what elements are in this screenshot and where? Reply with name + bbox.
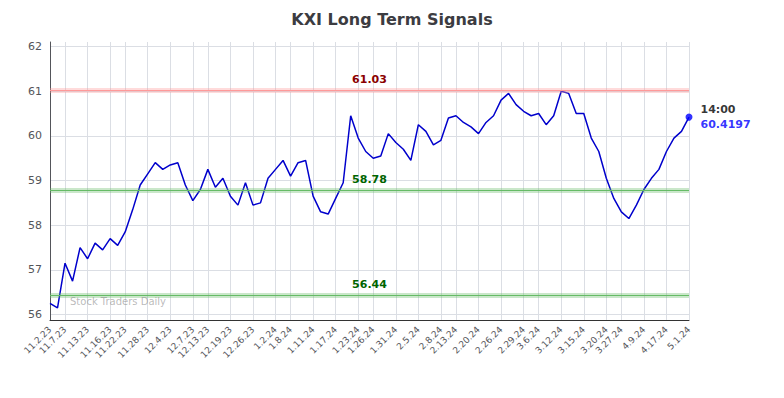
svg-text:58: 58 <box>28 219 42 232</box>
svg-text:11.2.23: 11.2.23 <box>22 324 54 356</box>
svg-text:60: 60 <box>28 129 42 142</box>
svg-text:11.22.23: 11.22.23 <box>93 324 129 360</box>
svg-text:2.20.24: 2.20.24 <box>450 324 482 356</box>
svg-text:5.1.24: 5.1.24 <box>665 324 692 351</box>
svg-text:1.11.24: 1.11.24 <box>285 324 317 356</box>
svg-text:59: 59 <box>28 174 42 187</box>
svg-text:2.13.24: 2.13.24 <box>428 324 460 356</box>
svg-text:1.23.24: 1.23.24 <box>330 324 362 356</box>
svg-text:3.15.24: 3.15.24 <box>556 324 588 356</box>
svg-text:3.20.24: 3.20.24 <box>578 324 610 356</box>
svg-text:3.27.24: 3.27.24 <box>594 324 626 356</box>
svg-text:61.03: 61.03 <box>352 73 387 86</box>
svg-text:12.7.23: 12.7.23 <box>165 324 197 356</box>
svg-text:56: 56 <box>28 308 42 321</box>
svg-text:61: 61 <box>28 85 42 98</box>
svg-text:14:00: 14:00 <box>701 103 736 116</box>
svg-text:60.4197: 60.4197 <box>701 118 751 131</box>
svg-text:56.44: 56.44 <box>352 278 387 291</box>
svg-text:2.5.24: 2.5.24 <box>395 324 422 351</box>
svg-text:11.16.23: 11.16.23 <box>78 324 114 360</box>
svg-text:12.4.23: 12.4.23 <box>142 324 174 356</box>
svg-text:11.7.23: 11.7.23 <box>37 324 69 356</box>
svg-text:12.13.23: 12.13.23 <box>176 324 212 360</box>
svg-text:62: 62 <box>28 40 42 53</box>
svg-text:3.6.24: 3.6.24 <box>514 324 543 352</box>
svg-text:KXI Long Term Signals: KXI Long Term Signals <box>291 10 492 29</box>
svg-text:4.9.24: 4.9.24 <box>620 324 648 352</box>
svg-text:58.78: 58.78 <box>352 173 387 186</box>
svg-text:4.17.24: 4.17.24 <box>639 324 671 356</box>
svg-text:1.26.24: 1.26.24 <box>345 324 377 356</box>
svg-text:12.19.23: 12.19.23 <box>198 324 234 360</box>
svg-text:2.26.24: 2.26.24 <box>473 324 505 356</box>
svg-text:11.28.23: 11.28.23 <box>116 324 151 359</box>
svg-text:1.17.24: 1.17.24 <box>307 324 340 356</box>
svg-text:1.2.24: 1.2.24 <box>251 324 280 352</box>
svg-text:1.31.24: 1.31.24 <box>368 324 400 356</box>
svg-text:1.8.24: 1.8.24 <box>266 324 295 352</box>
svg-text:11.13.23: 11.13.23 <box>55 324 92 360</box>
svg-text:57: 57 <box>28 263 42 276</box>
svg-text:2.29.24: 2.29.24 <box>495 324 528 356</box>
svg-text:3.12.24: 3.12.24 <box>533 324 565 356</box>
svg-text:2.8.24: 2.8.24 <box>417 324 445 352</box>
svg-text:12.26.23: 12.26.23 <box>221 324 256 359</box>
svg-text:Stock Traders Daily: Stock Traders Daily <box>70 296 166 307</box>
